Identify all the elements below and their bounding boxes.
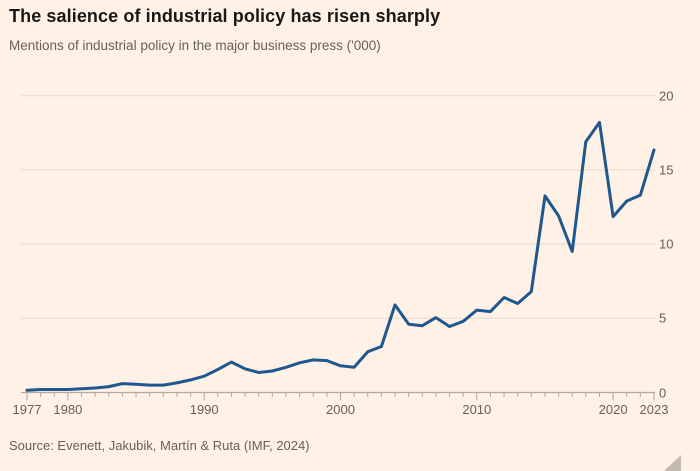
x-tick-label: 2020 [598,402,628,417]
chart-title: The salience of industrial policy has ri… [9,6,441,26]
resize-handle-icon[interactable] [664,455,681,471]
x-tick-label: 2023 [639,402,669,417]
y-tick-label: 10 [659,236,674,252]
y-tick-label: 0 [659,385,667,400]
x-tick-label: 2010 [462,402,492,417]
y-tick-label: 5 [659,310,667,326]
x-axis [21,391,655,401]
x-tick-label: 1977 [12,402,42,417]
x-tick-label: 1990 [189,402,219,417]
gridlines [21,95,655,319]
x-tick-label: 2000 [326,402,355,417]
data-line [25,120,656,392]
x-tick-label: 1980 [53,402,83,417]
chart-subtitle: Mentions of industrial policy in the maj… [9,38,381,53]
y-tick-label: 20 [659,88,674,104]
source-note: Source: Evenett, Jakubik, Martín & Ruta … [9,438,310,453]
y-tick-label: 15 [659,162,674,178]
